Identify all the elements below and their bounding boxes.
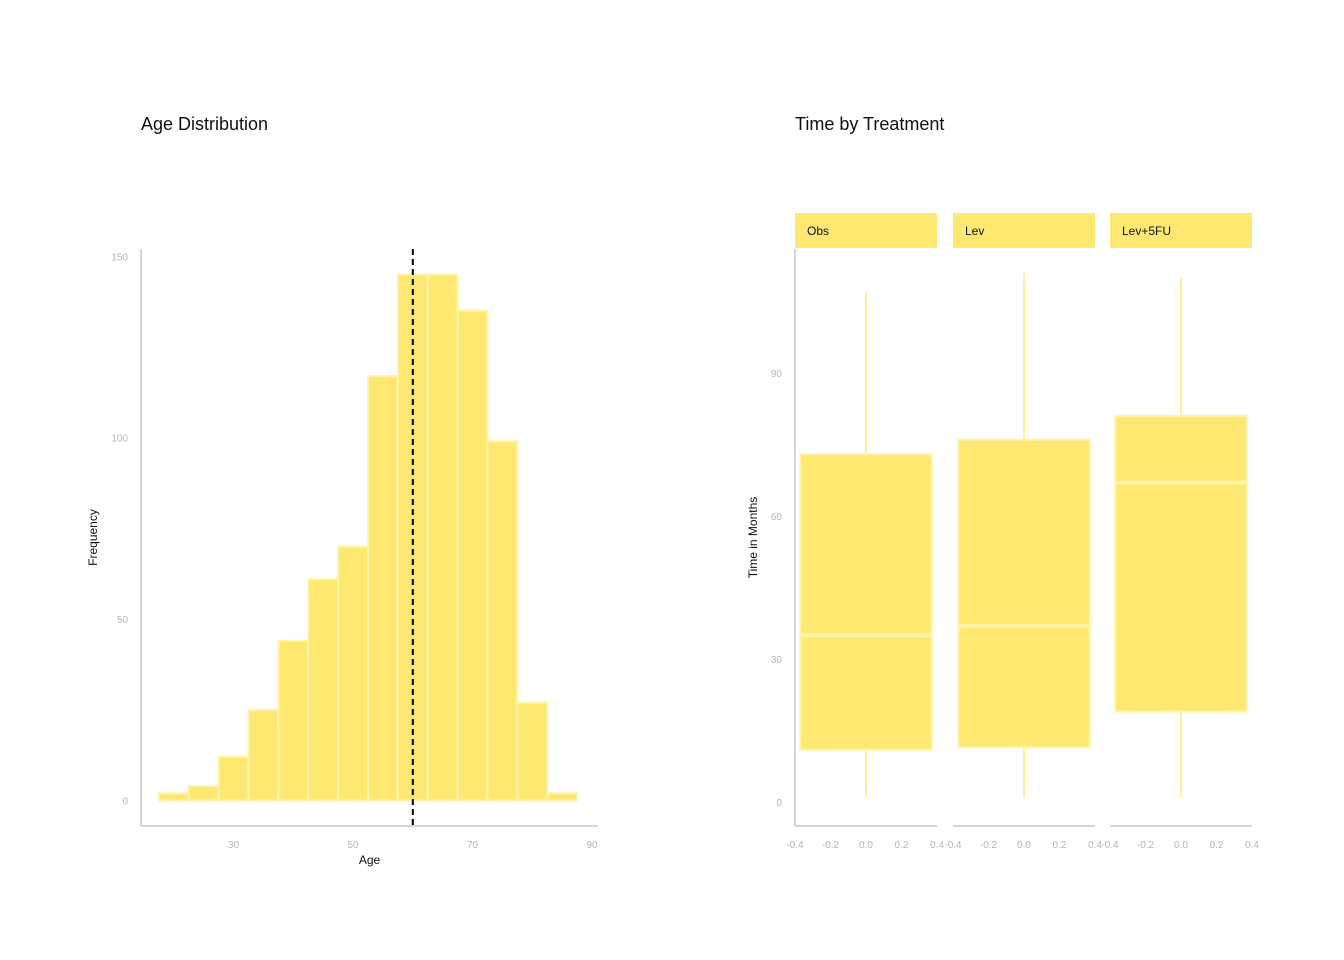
facet-label: Obs bbox=[807, 224, 829, 238]
facet-label: Lev+5FU bbox=[1122, 224, 1171, 238]
x-tick-label: -0.2 bbox=[1137, 840, 1155, 851]
histogram-bar bbox=[217, 756, 250, 802]
y-tick-label: 60 bbox=[771, 512, 783, 523]
facet-strip bbox=[953, 213, 1095, 248]
x-tick-label: 90 bbox=[586, 840, 598, 851]
histogram-title: Age Distribution bbox=[141, 114, 269, 134]
x-tick-label: 0.0 bbox=[1017, 840, 1031, 851]
x-tick-label: 30 bbox=[228, 840, 240, 851]
histogram-bar bbox=[337, 545, 370, 802]
histogram-bar bbox=[426, 273, 459, 802]
histogram-bar bbox=[277, 639, 310, 802]
y-axis-label: Frequency bbox=[86, 509, 100, 566]
x-tick-label: 0.2 bbox=[895, 840, 909, 851]
x-tick-label: 0.4 bbox=[1088, 840, 1102, 851]
box bbox=[957, 438, 1091, 749]
histogram-bar bbox=[516, 701, 549, 802]
x-tick-label: 0.0 bbox=[1174, 840, 1188, 851]
histogram-bar bbox=[307, 578, 340, 802]
y-tick-label: 0 bbox=[122, 797, 128, 808]
histogram-bar bbox=[456, 309, 489, 802]
y-tick-label: 50 bbox=[117, 615, 129, 626]
histogram-bar bbox=[486, 440, 519, 802]
box bbox=[1114, 414, 1248, 713]
box bbox=[799, 453, 933, 751]
x-tick-label: 70 bbox=[467, 840, 479, 851]
facet-label: Lev bbox=[965, 224, 984, 238]
x-tick-label: 0.2 bbox=[1053, 840, 1067, 851]
facet-strip bbox=[1110, 213, 1252, 248]
facet-strip bbox=[795, 213, 937, 248]
y-tick-label: 100 bbox=[111, 434, 128, 445]
y-tick-label: 90 bbox=[771, 369, 783, 380]
histogram-bar bbox=[367, 375, 399, 802]
x-tick-label: 0.0 bbox=[859, 840, 873, 851]
x-axis-label: Age bbox=[359, 853, 381, 867]
boxplot-title: Time by Treatment bbox=[795, 114, 945, 134]
x-tick-label: 0.4 bbox=[930, 840, 944, 851]
x-tick-label: -0.4 bbox=[944, 840, 962, 851]
x-tick-label: -0.4 bbox=[1101, 840, 1119, 851]
x-tick-label: 0.4 bbox=[1245, 840, 1259, 851]
histogram-bar bbox=[157, 792, 190, 802]
x-tick-label: -0.2 bbox=[822, 840, 840, 851]
histogram-bar bbox=[546, 792, 579, 802]
y-tick-label: 150 bbox=[111, 252, 128, 263]
x-tick-label: 0.2 bbox=[1210, 840, 1224, 851]
y-tick-label: 0 bbox=[776, 798, 782, 809]
y-axis-label: Time in Months bbox=[746, 497, 760, 579]
y-tick-label: 30 bbox=[771, 655, 783, 666]
x-tick-label: -0.4 bbox=[786, 840, 804, 851]
x-tick-label: -0.2 bbox=[980, 840, 998, 851]
x-tick-label: 50 bbox=[348, 840, 360, 851]
histogram-bar bbox=[247, 708, 280, 802]
histogram-bar bbox=[187, 785, 220, 802]
